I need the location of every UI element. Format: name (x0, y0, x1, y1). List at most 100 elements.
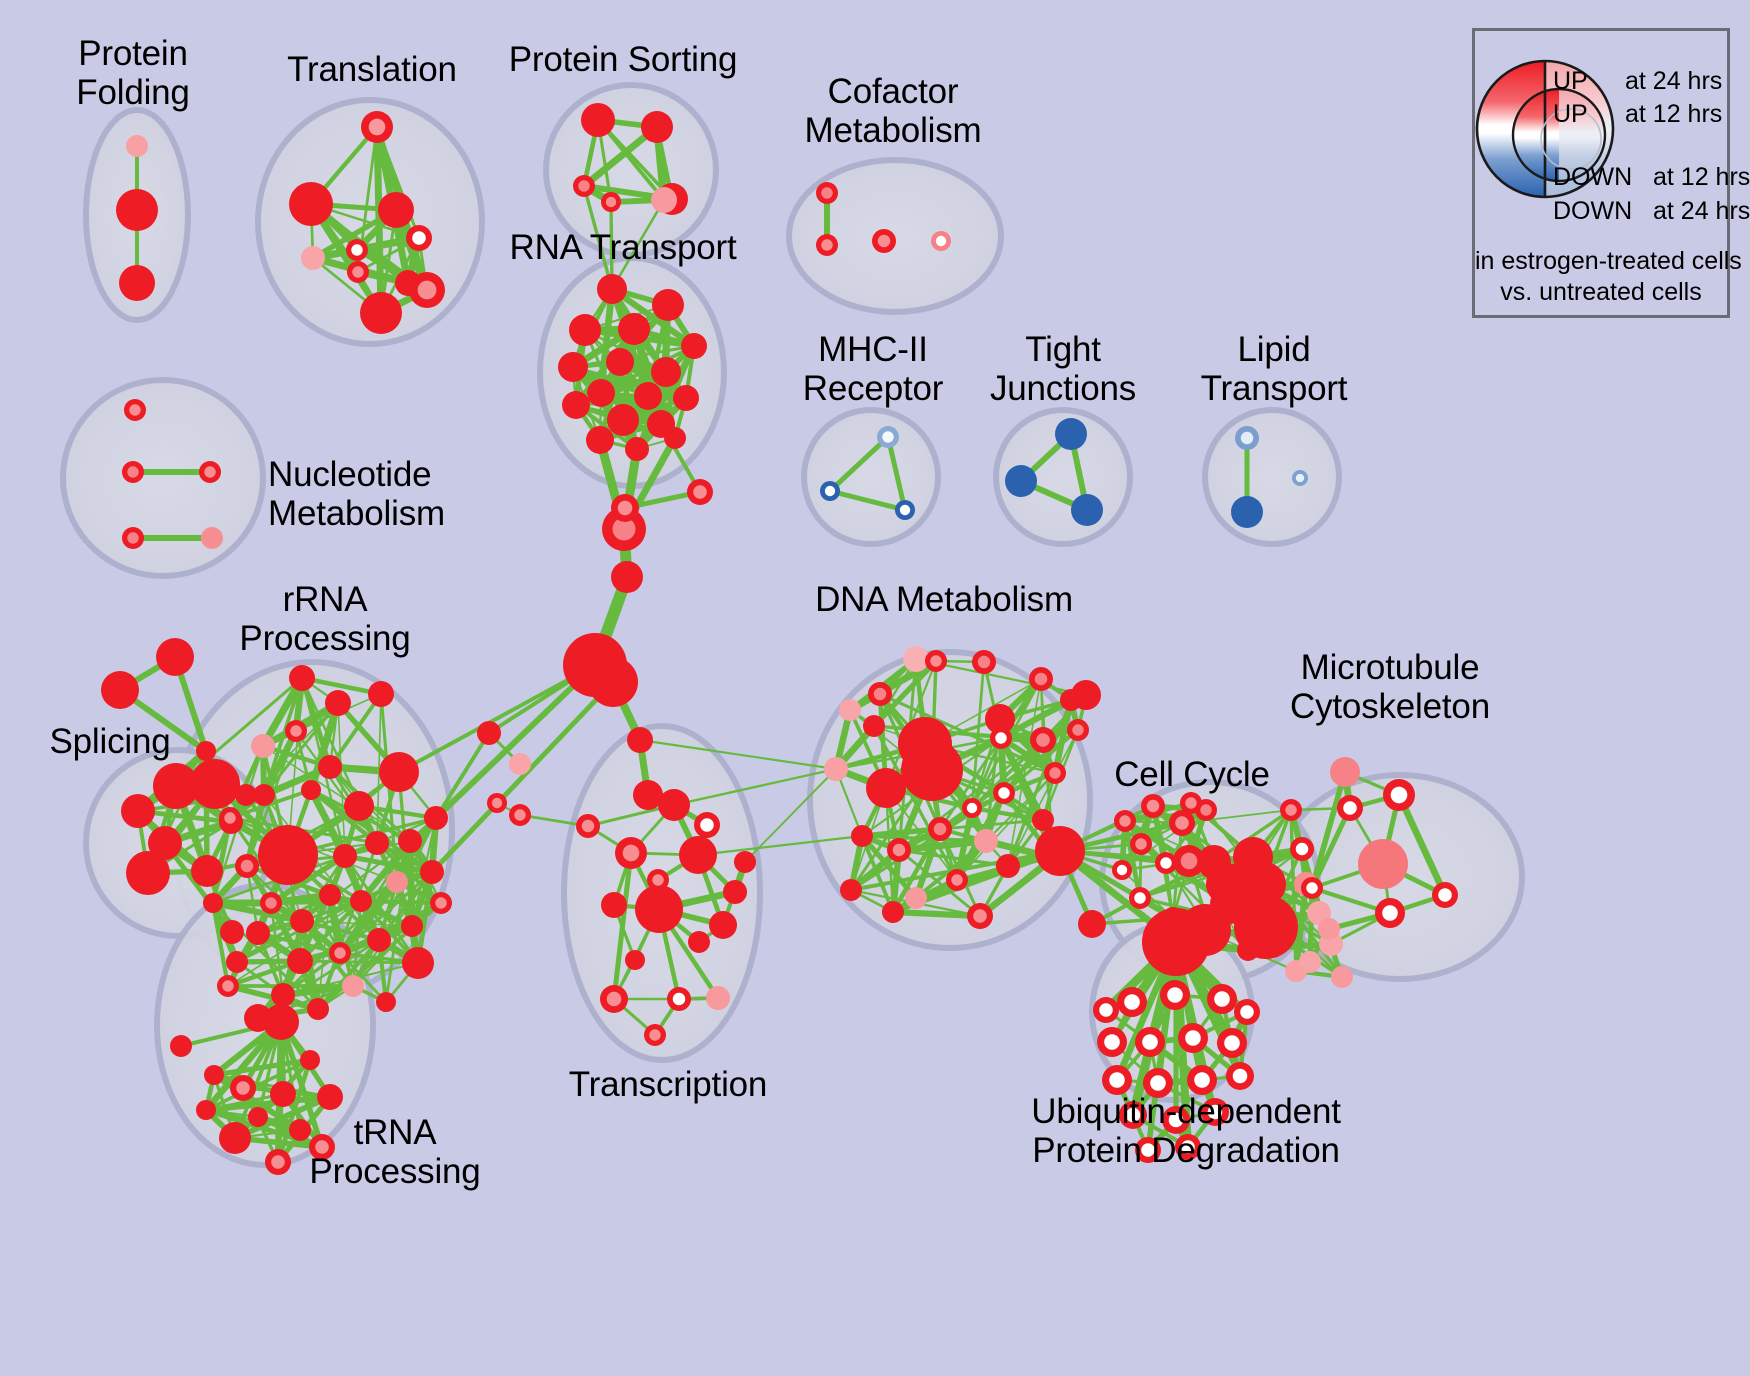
network-node[interactable] (1032, 809, 1054, 831)
network-node[interactable] (307, 998, 329, 1020)
network-node[interactable] (1117, 987, 1147, 1017)
network-node[interactable] (101, 671, 139, 709)
network-node[interactable] (946, 869, 968, 891)
network-node[interactable] (1029, 667, 1053, 691)
network-node[interactable] (569, 314, 601, 346)
network-node[interactable] (342, 975, 364, 997)
network-node[interactable] (615, 837, 647, 869)
network-node[interactable] (406, 225, 432, 251)
network-node[interactable] (325, 690, 351, 716)
network-node[interactable] (121, 794, 155, 828)
network-node[interactable] (962, 798, 982, 818)
network-node[interactable] (220, 920, 244, 944)
network-node[interactable] (360, 292, 402, 334)
network-node[interactable] (1175, 1134, 1201, 1160)
network-node[interactable] (1162, 1106, 1190, 1134)
network-node[interactable] (386, 871, 408, 893)
network-node[interactable] (1383, 779, 1415, 811)
network-node[interactable] (967, 903, 993, 929)
network-node[interactable] (1135, 1027, 1165, 1057)
network-node[interactable] (1102, 1065, 1132, 1095)
network-node[interactable] (1201, 1098, 1229, 1126)
network-node[interactable] (290, 909, 314, 933)
network-node[interactable] (230, 1075, 256, 1101)
network-node[interactable] (688, 931, 710, 953)
network-node[interactable] (1180, 792, 1202, 814)
network-node[interactable] (644, 1024, 666, 1046)
network-node[interactable] (430, 892, 452, 914)
network-node[interactable] (558, 352, 588, 382)
network-node[interactable] (581, 103, 615, 137)
network-node[interactable] (1130, 833, 1152, 855)
network-node[interactable] (126, 851, 170, 895)
network-node[interactable] (634, 382, 662, 410)
network-node[interactable] (246, 921, 270, 945)
network-node[interactable] (931, 231, 951, 251)
network-node[interactable] (251, 734, 275, 758)
network-node[interactable] (344, 791, 374, 821)
network-node[interactable] (420, 860, 444, 884)
network-node[interactable] (190, 759, 240, 809)
network-node[interactable] (687, 479, 713, 505)
network-node[interactable] (319, 884, 341, 906)
network-node[interactable] (1330, 757, 1360, 787)
network-node[interactable] (248, 1107, 268, 1127)
network-node[interactable] (226, 951, 248, 973)
network-node[interactable] (903, 646, 929, 672)
network-node[interactable] (1226, 1062, 1254, 1090)
network-node[interactable] (1375, 898, 1405, 928)
network-node[interactable] (840, 879, 862, 901)
network-node[interactable] (126, 135, 148, 157)
network-node[interactable] (1432, 882, 1458, 908)
network-node[interactable] (368, 681, 394, 707)
network-node[interactable] (576, 814, 600, 838)
network-node[interactable] (235, 854, 259, 878)
network-node[interactable] (562, 391, 590, 419)
network-node[interactable] (652, 289, 684, 321)
network-node[interactable] (723, 880, 747, 904)
network-node[interactable] (1290, 837, 1314, 861)
network-node[interactable] (851, 825, 873, 847)
network-node[interactable] (611, 561, 643, 593)
network-node[interactable] (204, 1065, 224, 1085)
network-node[interactable] (477, 721, 501, 745)
network-node[interactable] (1207, 984, 1237, 1014)
network-node[interactable] (1237, 939, 1259, 961)
network-node[interactable] (289, 182, 333, 226)
network-node[interactable] (673, 385, 699, 411)
network-node[interactable] (153, 763, 199, 809)
network-node[interactable] (122, 461, 144, 483)
network-node[interactable] (600, 985, 628, 1013)
network-node[interactable] (1235, 426, 1259, 450)
network-node[interactable] (1078, 910, 1106, 938)
network-node[interactable] (1234, 999, 1260, 1025)
network-node[interactable] (487, 793, 507, 813)
network-node[interactable] (863, 715, 885, 737)
network-node[interactable] (602, 507, 646, 551)
network-node[interactable] (253, 784, 275, 806)
network-node[interactable] (597, 274, 627, 304)
network-node[interactable] (424, 806, 448, 830)
network-node[interactable] (1299, 951, 1321, 973)
network-node[interactable] (1301, 877, 1323, 899)
network-node[interactable] (219, 1122, 251, 1154)
network-node[interactable] (586, 426, 614, 454)
network-node[interactable] (618, 313, 650, 345)
network-node[interactable] (309, 1134, 335, 1160)
network-node[interactable] (1160, 980, 1190, 1010)
network-node[interactable] (265, 1149, 291, 1175)
network-node[interactable] (1141, 794, 1165, 818)
network-node[interactable] (1030, 727, 1056, 753)
network-node[interactable] (378, 192, 414, 228)
network-node[interactable] (601, 192, 621, 212)
network-node[interactable] (601, 892, 627, 918)
network-node[interactable] (170, 1035, 192, 1057)
network-node[interactable] (905, 887, 927, 909)
network-node[interactable] (258, 825, 318, 885)
network-node[interactable] (1318, 918, 1340, 940)
network-node[interactable] (361, 111, 393, 143)
network-node[interactable] (124, 399, 146, 421)
network-node[interactable] (866, 768, 906, 808)
network-node[interactable] (901, 739, 963, 801)
network-node[interactable] (709, 911, 737, 939)
